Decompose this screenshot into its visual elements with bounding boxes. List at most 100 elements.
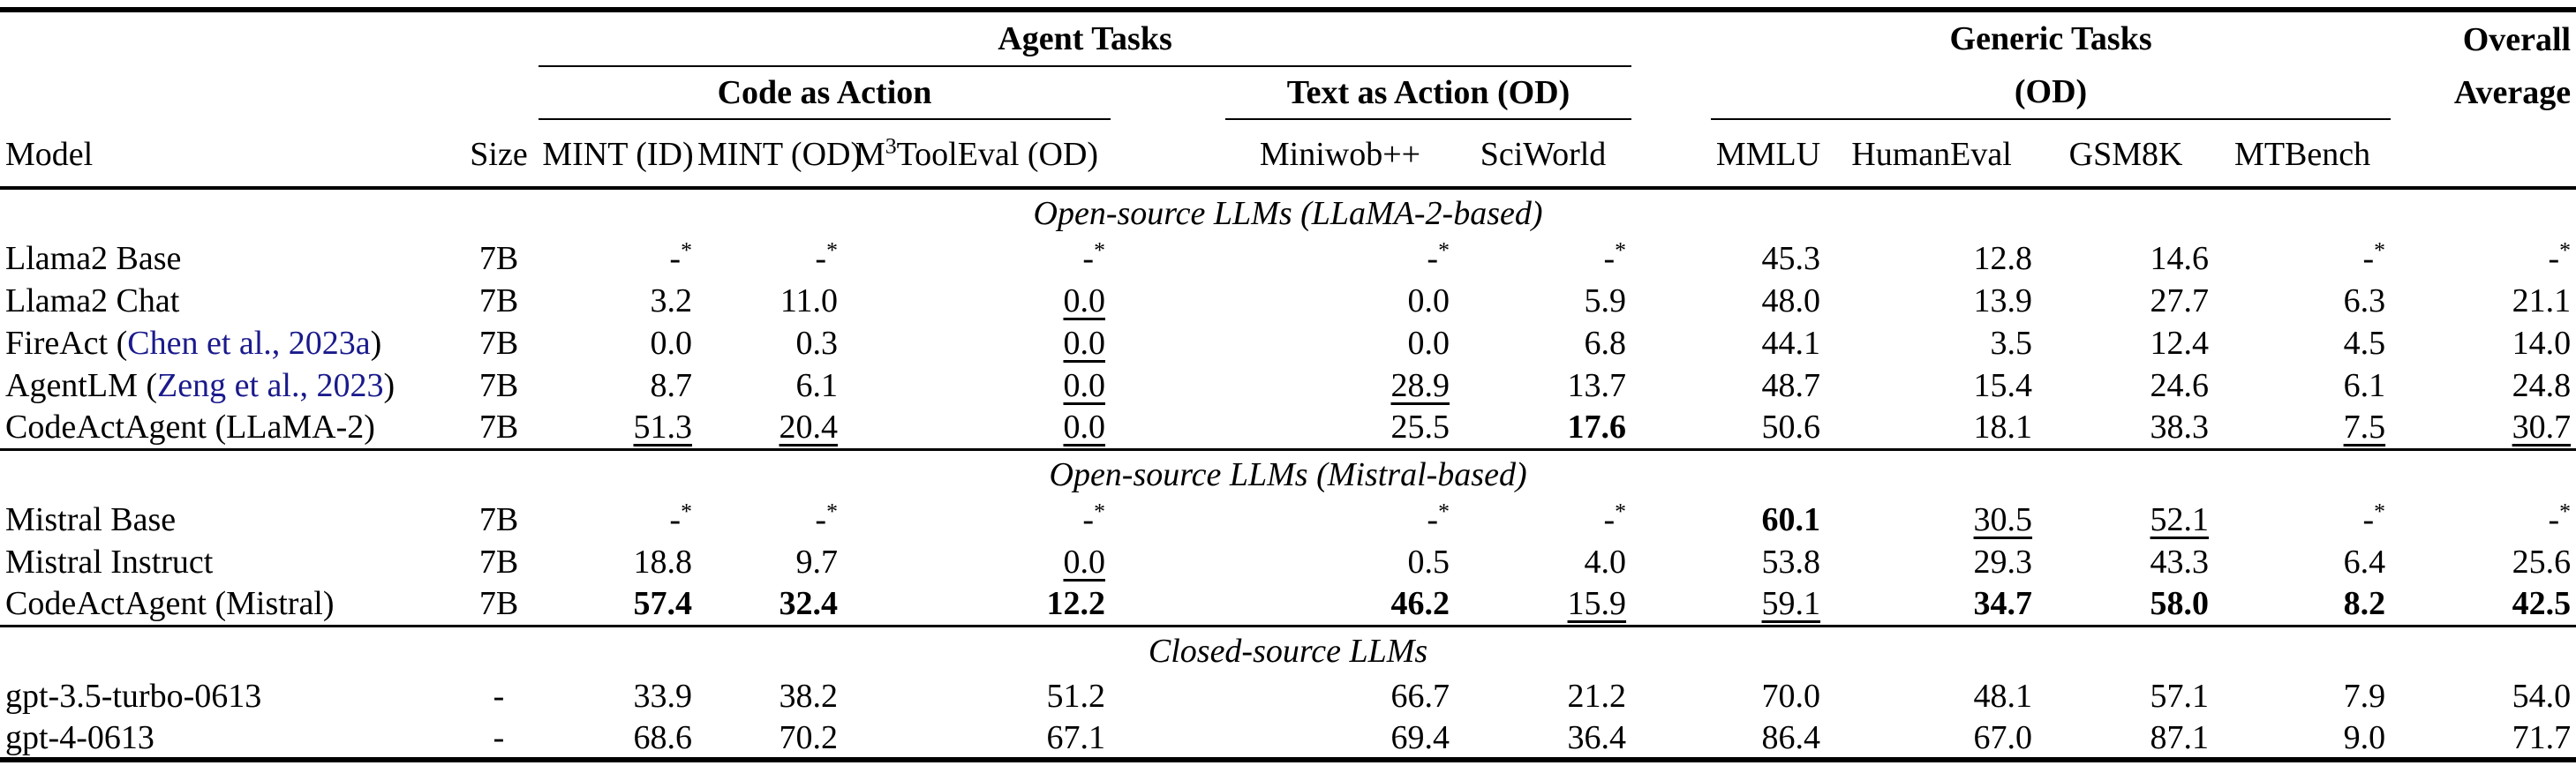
- score-value: 69.4: [1390, 718, 1450, 756]
- score-value: 4.5: [2343, 325, 2386, 362]
- score-value: 30.5: [1973, 501, 2033, 538]
- score-value: 0.0: [1063, 367, 1106, 404]
- score-value: 51.2: [1046, 678, 1106, 715]
- column-spacer: [1111, 322, 1225, 364]
- score-cell: 32.4: [697, 583, 843, 627]
- score-value: -*: [1427, 236, 1450, 277]
- citation-link[interactable]: Zeng et al., 2023: [157, 367, 384, 404]
- score-cell: -*: [843, 499, 1111, 541]
- score-value: -*: [2548, 498, 2572, 538]
- superscript-asterisk: *: [1438, 498, 1450, 524]
- superscript-asterisk: *: [2559, 498, 2572, 524]
- score-value: 42.5: [2512, 585, 2572, 623]
- score-value: -*: [2362, 236, 2386, 277]
- column-spacer: [1631, 280, 1711, 322]
- model-name-cell: gpt-3.5-turbo-0613: [5, 678, 262, 715]
- score-cell: 30.7: [2391, 407, 2576, 451]
- score-cell: 6.1: [697, 364, 843, 407]
- score-value: 7.9: [2343, 678, 2386, 715]
- superscript-asterisk: *: [681, 498, 692, 524]
- model-size-cell: 7B: [478, 544, 519, 581]
- score-cell: 0.0: [843, 322, 1111, 364]
- score-cell: 46.2: [1225, 583, 1455, 627]
- header-generic-tasks-line1: Generic Tasks: [1949, 20, 2152, 57]
- score-cell: 17.6: [1455, 407, 1632, 451]
- score-cell: 25.5: [1225, 407, 1455, 451]
- model-size-cell: 7B: [459, 407, 539, 451]
- model-name-cell: Llama2 Chat: [5, 282, 180, 319]
- citation-link[interactable]: Chen et al., 2023a: [127, 325, 371, 362]
- column-spacer: [1111, 499, 1225, 541]
- column-spacer: [1111, 280, 1225, 322]
- score-value: 12.2: [1046, 585, 1106, 623]
- score-value: 13.9: [1973, 282, 2033, 319]
- table-row: gpt-4-0613 - 68.6 70.2 67.1 69.4 36.4 86.4 67.0 8…: [0, 717, 2576, 760]
- score-value: -*: [1427, 498, 1450, 538]
- score-cell: 28.9: [1225, 364, 1455, 407]
- score-cell: 0.0: [843, 541, 1111, 583]
- section-header: Closed-source LLMs: [0, 626, 2576, 675]
- score-value: 54.0: [2512, 678, 2572, 715]
- score-value: 15.9: [1567, 585, 1627, 623]
- score-value: 0.0: [1407, 282, 1450, 319]
- score-value: 4.0: [1584, 544, 1627, 581]
- model-name-cell: FireAct (Chen et al., 2023a): [5, 325, 382, 362]
- score-cell: 44.1: [1711, 322, 1826, 364]
- score-value: 28.9: [1390, 367, 1450, 404]
- score-cell: 50.6: [1711, 407, 1827, 451]
- score-cell: 59.1: [1711, 583, 1827, 627]
- score-value: -*: [669, 498, 692, 538]
- score-cell: 53.8: [1711, 541, 1826, 583]
- model-size-cell: 7B: [478, 282, 519, 319]
- score-value: 44.1: [1761, 325, 1821, 362]
- score-cell: 70.2: [697, 717, 843, 760]
- score-cell: -*: [2391, 237, 2576, 280]
- m3-post: ToolEval (OD): [896, 136, 1099, 173]
- header-blank: [0, 10, 539, 66]
- score-cell: 15.4: [1826, 364, 2037, 407]
- score-value: 68.6: [633, 718, 693, 756]
- column-spacer: [1111, 237, 1225, 280]
- score-value: 66.7: [1390, 678, 1450, 715]
- column-header-model: Model: [0, 119, 459, 190]
- score-value: 14.0: [2512, 325, 2572, 362]
- score-cell: 8.2: [2214, 583, 2391, 627]
- model-name-cell: CodeActAgent (LLaMA-2): [0, 407, 459, 451]
- score-value: 48.0: [1761, 282, 1821, 319]
- score-value: 53.8: [1761, 544, 1821, 581]
- score-cell: 9.0: [2214, 717, 2391, 760]
- score-cell: 14.6: [2037, 237, 2214, 280]
- score-cell: 52.1: [2037, 499, 2214, 541]
- m3-pre: M: [855, 136, 885, 173]
- score-cell: 48.7: [1711, 364, 1826, 407]
- score-value: 30.7: [2512, 409, 2572, 447]
- score-value: 9.7: [795, 544, 839, 581]
- column-header-mtbench: MTBench: [2214, 119, 2391, 190]
- column-spacer: [1111, 583, 1225, 627]
- score-value: 67.1: [1046, 718, 1106, 756]
- results-table: Agent Tasks Generic Tasks (OD) Overall A…: [0, 7, 2576, 762]
- score-value: 3.2: [650, 282, 693, 319]
- score-value: 13.7: [1567, 367, 1627, 404]
- score-value: 70.0: [1761, 678, 1821, 715]
- score-value: 87.1: [2150, 718, 2210, 756]
- superscript-asterisk: *: [826, 498, 838, 524]
- column-spacer: [1111, 364, 1225, 407]
- score-value: 18.8: [633, 544, 693, 581]
- model-name-cell: Mistral Instruct: [5, 544, 214, 581]
- superscript-asterisk: *: [1615, 236, 1627, 263]
- table-row: AgentLM (Zeng et al., 2023) 7B 8.7 6.1 0.0 28…: [0, 364, 2576, 407]
- score-value: 38.3: [2150, 409, 2210, 447]
- section-closed-source: Closed-source LLMs gpt-3.5-turbo-0613 - 33…: [0, 626, 2576, 760]
- section-title: Open-source LLMs (LLaMA-2-based): [1033, 195, 1543, 232]
- column-header-sciworld: SciWorld: [1455, 119, 1632, 190]
- score-cell: 0.0: [843, 364, 1111, 407]
- score-cell: 18.8: [539, 541, 697, 583]
- score-value: 0.0: [1063, 409, 1106, 447]
- section-title: Closed-source LLMs: [1148, 632, 1428, 670]
- score-value: 25.6: [2512, 544, 2572, 581]
- column-spacer: [1111, 717, 1225, 760]
- column-spacer: [1631, 583, 1712, 627]
- score-cell: 0.5: [1225, 541, 1455, 583]
- score-value: 67.0: [1973, 718, 2033, 756]
